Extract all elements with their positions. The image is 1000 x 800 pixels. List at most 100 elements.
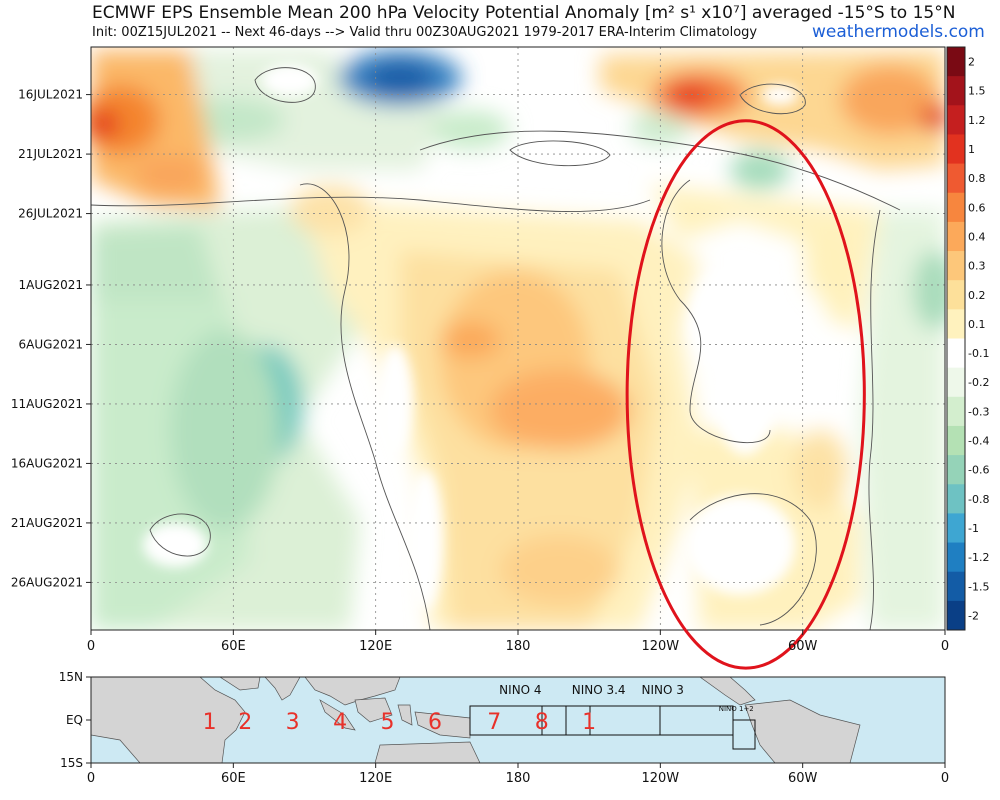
colorbar-swatch [947,221,965,252]
x-tick-label: 120E [359,639,392,654]
colorbar-swatch [947,600,965,631]
map-x-tick-label: 120E [359,771,392,786]
nino-region-label: NINO 3 [642,683,684,697]
colorbar-swatch [947,163,965,194]
contour-lines [91,67,901,630]
colorbar-swatch [947,192,965,223]
x-tick-label: 60W [788,639,818,654]
x-tick-label: 0 [87,639,95,654]
arabia-landmass [219,677,261,691]
mjo-phase-number: 1 [582,710,596,735]
nino-region-label: NINO 4 [499,683,541,697]
map-x-tick-label: 0 [941,771,949,786]
colorbar-label: -0.3 [968,405,989,418]
y-axis: 16JUL2021 21JUL2021 26JUL2021 1AUG2021 6AUG2… [11,88,91,589]
colorbar-swatch [947,396,965,427]
borneo-landmass [354,697,393,723]
colorbar-label: 2 [968,56,975,69]
map-y-tick-label: 15N [59,670,83,684]
mjo-phase-number: 8 [535,710,549,735]
y-tick-label: 16JUL2021 [18,88,83,102]
colorbar-label: 1 [968,143,975,156]
colorbar-label: 0.2 [968,289,986,302]
map-y-tick-label: 15S [60,756,83,770]
y-tick-label: 16AUG2021 [11,456,83,470]
colorbar-label: -0.2 [968,376,989,389]
x-tick-label: 60E [221,639,246,654]
y-tick-label: 21JUL2021 [18,147,83,161]
colorbar-label: -2 [968,609,979,622]
colorbar-label: -1 [968,522,979,535]
y-tick-label: 26JUL2021 [18,207,83,221]
x-tick-label: 180 [506,639,531,654]
brand-link[interactable]: weathermodels.com [812,22,985,42]
colorbar: 2 1.5 1.2 1 0.8 0.6 0.4 0.3 0.2 0.1 -0.1 -0.2 -0.3 -0… [946,46,989,631]
chart-subtitle: Init: 00Z15JUL2021 -- Next 46-days --> V… [92,25,758,40]
colorbar-swatch [947,513,965,544]
colorbar-label: 0.1 [968,318,986,331]
mjo-phase-number: 4 [333,710,347,735]
y-tick-label: 21AUG2021 [11,516,83,530]
nino12-box [732,719,756,750]
colorbar-swatch [947,309,965,339]
nino4-box [469,705,567,736]
colorbar-swatch [947,338,965,369]
y-tick-label: 11AUG2021 [11,397,83,411]
india-landmass [264,677,301,701]
colorbar-swatch [947,367,965,398]
colorbar-label: -0.6 [968,464,989,477]
colorbar-swatch [947,542,965,573]
mjo-phase-number: 2 [238,710,252,735]
sumatra-landmass [319,699,356,731]
colorbar-swatch [947,251,965,281]
colorbar-label: 1.2 [968,114,986,127]
mjo-phase-number: 7 [487,710,501,735]
map-x-tick-label: 60W [788,771,818,786]
colorbar-label: -0.8 [968,493,989,506]
colorbar-label: 0.4 [968,230,986,243]
colorbar-swatch [947,76,965,106]
x-tick-label: 120W [641,639,679,654]
sulawesi-landmass [397,704,413,726]
map-x-tick-label: 60E [221,771,246,786]
highlight-ellipse [625,119,866,670]
mjo-phase-number: 1 [203,710,217,735]
mjo-phase-number: 3 [286,710,300,735]
colorbar-label: -0.4 [968,435,989,448]
colorbar-label: 1.5 [968,85,986,98]
grid-lines [91,47,945,630]
heatmap-field [91,47,945,630]
colorbar-label: -1.2 [968,551,989,564]
map-x-tick-label: 180 [506,771,531,786]
colorbar-swatch [947,425,965,456]
colorbar-label: -1.5 [968,580,989,593]
colorbar-swatch [947,484,965,514]
map-x-tick-label: 120W [641,771,679,786]
central-america-landmass [699,677,756,706]
new-guinea-landmass [414,711,471,739]
colorbar-swatch [947,571,965,602]
africa-landmass [91,677,246,763]
colorbar-swatch [947,47,965,77]
colorbar-label: -0.1 [968,347,989,360]
x-axis: 0 60E 120E 180 120W 60W 0 [87,630,949,654]
map-x-tick-label: 0 [87,771,95,786]
mjo-phase-number: 5 [381,710,395,735]
nino-region-label: NINO 3.4 [572,683,626,697]
map-y-tick-label: EQ [66,713,83,727]
colorbar-swatch [947,280,965,310]
nino-region-label: NINO 1+2 [719,705,754,713]
y-tick-label: 6AUG2021 [19,337,83,351]
y-tick-label: 1AUG2021 [19,278,83,292]
colorbar-swatch [947,105,965,135]
colorbar-label: 0.3 [968,260,986,273]
x-tick-label: 0 [941,639,949,654]
colorbar-swatch [947,134,965,165]
chart-title: ECMWF EPS Ensemble Mean 200 hPa Velocity… [92,3,956,23]
australia-landmass [374,741,481,763]
colorbar-swatch [947,455,965,485]
mjo-phase-number: 6 [428,710,442,735]
colorbar-label: 0.6 [968,201,986,214]
